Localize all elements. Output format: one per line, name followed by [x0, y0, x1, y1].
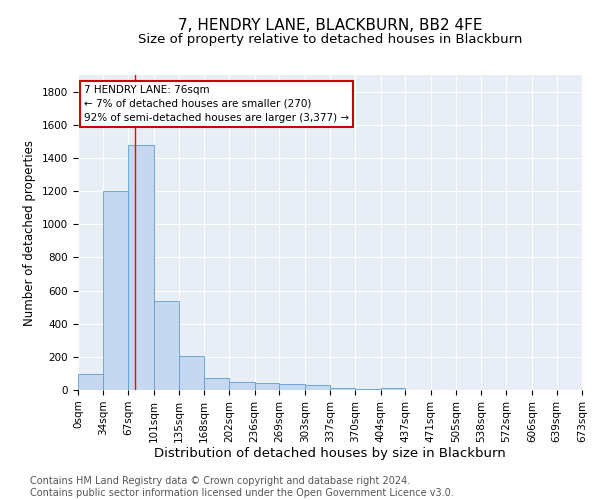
- Text: 7 HENDRY LANE: 76sqm
← 7% of detached houses are smaller (270)
92% of semi-detac: 7 HENDRY LANE: 76sqm ← 7% of detached ho…: [84, 85, 349, 123]
- Text: Contains HM Land Registry data © Crown copyright and database right 2024.
Contai: Contains HM Land Registry data © Crown c…: [30, 476, 454, 498]
- Bar: [255, 382, 280, 390]
- Bar: [179, 356, 204, 390]
- Bar: [103, 191, 128, 390]
- Bar: [380, 388, 405, 390]
- Text: 7, HENDRY LANE, BLACKBURN, BB2 4FE: 7, HENDRY LANE, BLACKBURN, BB2 4FE: [178, 18, 482, 32]
- Bar: [128, 146, 154, 390]
- Bar: [280, 384, 305, 390]
- Bar: [305, 386, 331, 390]
- Bar: [78, 374, 103, 390]
- Bar: [229, 382, 255, 390]
- X-axis label: Distribution of detached houses by size in Blackburn: Distribution of detached houses by size …: [154, 448, 506, 460]
- Bar: [355, 388, 380, 390]
- Bar: [204, 378, 229, 390]
- Y-axis label: Number of detached properties: Number of detached properties: [23, 140, 37, 326]
- Text: Size of property relative to detached houses in Blackburn: Size of property relative to detached ho…: [138, 32, 522, 46]
- Bar: [154, 302, 179, 390]
- Bar: [331, 388, 355, 390]
